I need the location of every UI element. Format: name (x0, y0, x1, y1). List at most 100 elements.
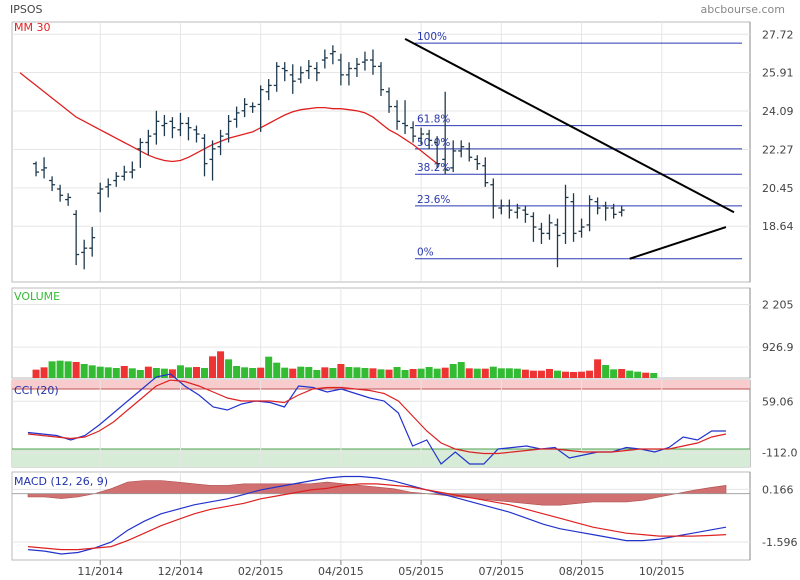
macd-y-tick-label: 0.166 (762, 483, 794, 496)
volume-bar (369, 368, 377, 378)
volume-bar (634, 371, 642, 378)
volume-bar (489, 366, 497, 378)
fib-level-label: 61.8% (417, 114, 450, 126)
cci-oversold-zone (12, 449, 750, 467)
cci-title: CCI (20) (14, 384, 59, 397)
volume-bar (353, 367, 361, 378)
x-tick-label: 04/2015 (318, 565, 364, 578)
volume-bar (594, 359, 602, 378)
volume-bar (377, 369, 385, 378)
volume-bar (441, 367, 449, 378)
x-tick-label: 05/2015 (398, 565, 444, 578)
volume-bar (265, 356, 273, 378)
volume-bar (56, 360, 64, 378)
macd-line (27, 475, 727, 555)
volume-bar (321, 367, 329, 378)
volume-bar (72, 362, 80, 378)
x-tick-label: 02/2015 (238, 565, 284, 578)
volume-bar (465, 368, 473, 378)
volume-bar (120, 366, 128, 378)
x-tick-label: 10/2015 (639, 565, 685, 578)
volume-bar (513, 368, 521, 378)
volume-bar (497, 368, 505, 378)
price-y-tick-label: 24.09 (762, 105, 794, 118)
source-label: abcbourse.com (701, 3, 785, 16)
volume-bar (529, 370, 537, 378)
trendline (404, 38, 735, 214)
volume-bar (521, 369, 529, 378)
price-y-tick-label: 20.45 (762, 182, 794, 195)
volume-bar (168, 369, 176, 378)
volume-bar (393, 367, 401, 378)
volume-bar (425, 367, 433, 378)
price-panel: 27.72 25.91 24.09 22.27 20.45 18.64 MM 30 100% 6… (11, 21, 794, 283)
volume-bar (136, 370, 144, 378)
volume-bar (618, 369, 626, 378)
volume-title: VOLUME (14, 290, 60, 303)
volume-bar (449, 364, 457, 378)
fib-level-label: 50.0% (417, 137, 450, 149)
volume-bar (104, 367, 112, 378)
trendline (629, 226, 727, 260)
cci-panel: 59.06 -112.0 CCI (20) (11, 373, 797, 468)
volume-bar (481, 368, 489, 378)
macd-title: MACD (12, 26, 9) (14, 475, 108, 488)
volume-bar (401, 370, 409, 378)
volume-y-tick-label: 2 205 (762, 299, 794, 312)
volume-bar (313, 370, 321, 378)
macd-signal-line (27, 483, 727, 551)
price-y-tick-label: 25.91 (762, 67, 794, 80)
volume-bar (289, 368, 297, 378)
volume-bar (545, 369, 553, 378)
volume-bar (385, 369, 393, 378)
volume-bar (329, 368, 337, 378)
volume-bar (409, 369, 417, 378)
volume-bar (345, 367, 353, 378)
volume-bar (457, 362, 465, 378)
volume-bar (233, 366, 241, 378)
macd-y-tick-label: -1.596 (762, 536, 797, 549)
volume-bar (586, 370, 594, 378)
x-tick-label: 08/2015 (559, 565, 605, 578)
volume-bar (48, 361, 56, 378)
macd-panel: 0.166 -1.596 MACD (12, 26, 9) (11, 471, 797, 561)
volume-bar (192, 367, 200, 378)
volume-bar (473, 368, 481, 378)
fib-level-label: 0% (417, 247, 434, 259)
price-y-tick-label: 27.72 (762, 28, 794, 41)
volume-bar (337, 364, 345, 378)
cci-y-tick-label: -112.0 (762, 447, 797, 460)
volume-bar (433, 368, 441, 378)
legend-mm30: MM 30 (14, 21, 50, 34)
price-frame (11, 21, 751, 283)
x-tick-label: 11/2014 (77, 565, 123, 578)
volume-bar (417, 368, 425, 378)
volume-bar (176, 365, 184, 378)
x-tick-label: 07/2015 (478, 565, 524, 578)
volume-bar (602, 365, 610, 378)
volume-bar (160, 368, 168, 378)
volume-bar (562, 371, 570, 378)
x-tick-label: 12/2014 (158, 565, 204, 578)
price-y-tick-label: 22.27 (762, 143, 794, 156)
volume-frame (11, 287, 751, 379)
volume-bar (537, 370, 545, 378)
volume-bar (225, 359, 233, 378)
volume-bar (642, 372, 650, 378)
volume-bar (209, 356, 217, 378)
volume-bar (88, 365, 96, 378)
volume-bar (305, 367, 313, 378)
volume-bar (184, 367, 192, 378)
volume-bar (217, 351, 225, 378)
price-y-tick-label: 18.64 (762, 220, 794, 233)
volume-bar (40, 367, 48, 378)
volume-bar (650, 373, 658, 378)
volume-panel: 2 205 926.9 VOLUME (11, 287, 794, 379)
volume-bar (249, 368, 257, 378)
cci-y-tick-label: 59.06 (762, 395, 794, 408)
volume-bar (241, 367, 249, 378)
volume-bar (361, 368, 369, 378)
cci-overbought-zone (12, 380, 750, 389)
volume-bar (144, 366, 152, 378)
